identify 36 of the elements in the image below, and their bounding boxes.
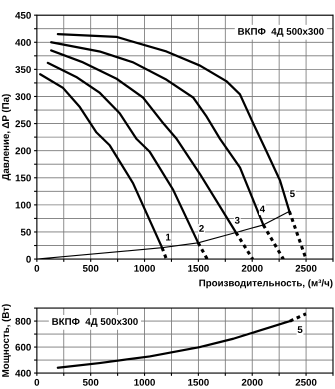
annotation: 5 (290, 190, 295, 198)
x-tick-label: 1500 (188, 264, 209, 272)
x-axis-title: Производительность, (м³/ч) (199, 279, 333, 288)
y-tick-label: 0 (26, 256, 31, 263)
annotation: 4 (260, 206, 265, 212)
y-tick-label: 250 (15, 120, 31, 128)
x-tick-label: 500 (82, 264, 98, 272)
annotation: 2 (199, 224, 204, 232)
x-tick-label: 2000 (242, 264, 263, 272)
y-tick-label: 400 (15, 370, 31, 377)
annotation: 5 (298, 326, 302, 334)
x-tick-label: 1500 (188, 378, 209, 386)
x-tick-label: 2000 (242, 378, 263, 386)
y-tick-label: 100 (16, 202, 31, 208)
y-tick-label: 300 (15, 93, 31, 100)
annotation: 3 (234, 216, 240, 224)
y-axis-title: Давление, ΔP (Па) (2, 94, 11, 180)
x-tick-label: 2500 (296, 264, 316, 272)
x-tick-label: 2500 (296, 378, 316, 386)
y-tick-label: 50 (20, 228, 31, 236)
annotation: ВКПФ 4Д 500x300 (238, 28, 324, 37)
x-tick-label: 0 (34, 264, 40, 272)
y-tick-label: 200 (15, 147, 31, 154)
annotation: 1 (166, 234, 171, 240)
y-axis-title: Мощность, (Вт) (2, 304, 11, 377)
x-tick-label: 0 (34, 378, 40, 386)
x-tick-label: 1000 (134, 264, 155, 272)
y-tick-label: 400 (15, 39, 31, 46)
y-tick-label: 600 (15, 344, 31, 351)
x-tick-label: 1000 (134, 378, 155, 386)
y-tick-label: 450 (15, 12, 31, 19)
y-tick-label: 350 (15, 66, 31, 74)
x-tick-label: 500 (82, 378, 98, 386)
y-tick-label: 150 (16, 174, 31, 182)
y-tick-label: 800 (15, 318, 31, 325)
annotation: ВКПФ 4Д 500x300 (52, 318, 138, 327)
